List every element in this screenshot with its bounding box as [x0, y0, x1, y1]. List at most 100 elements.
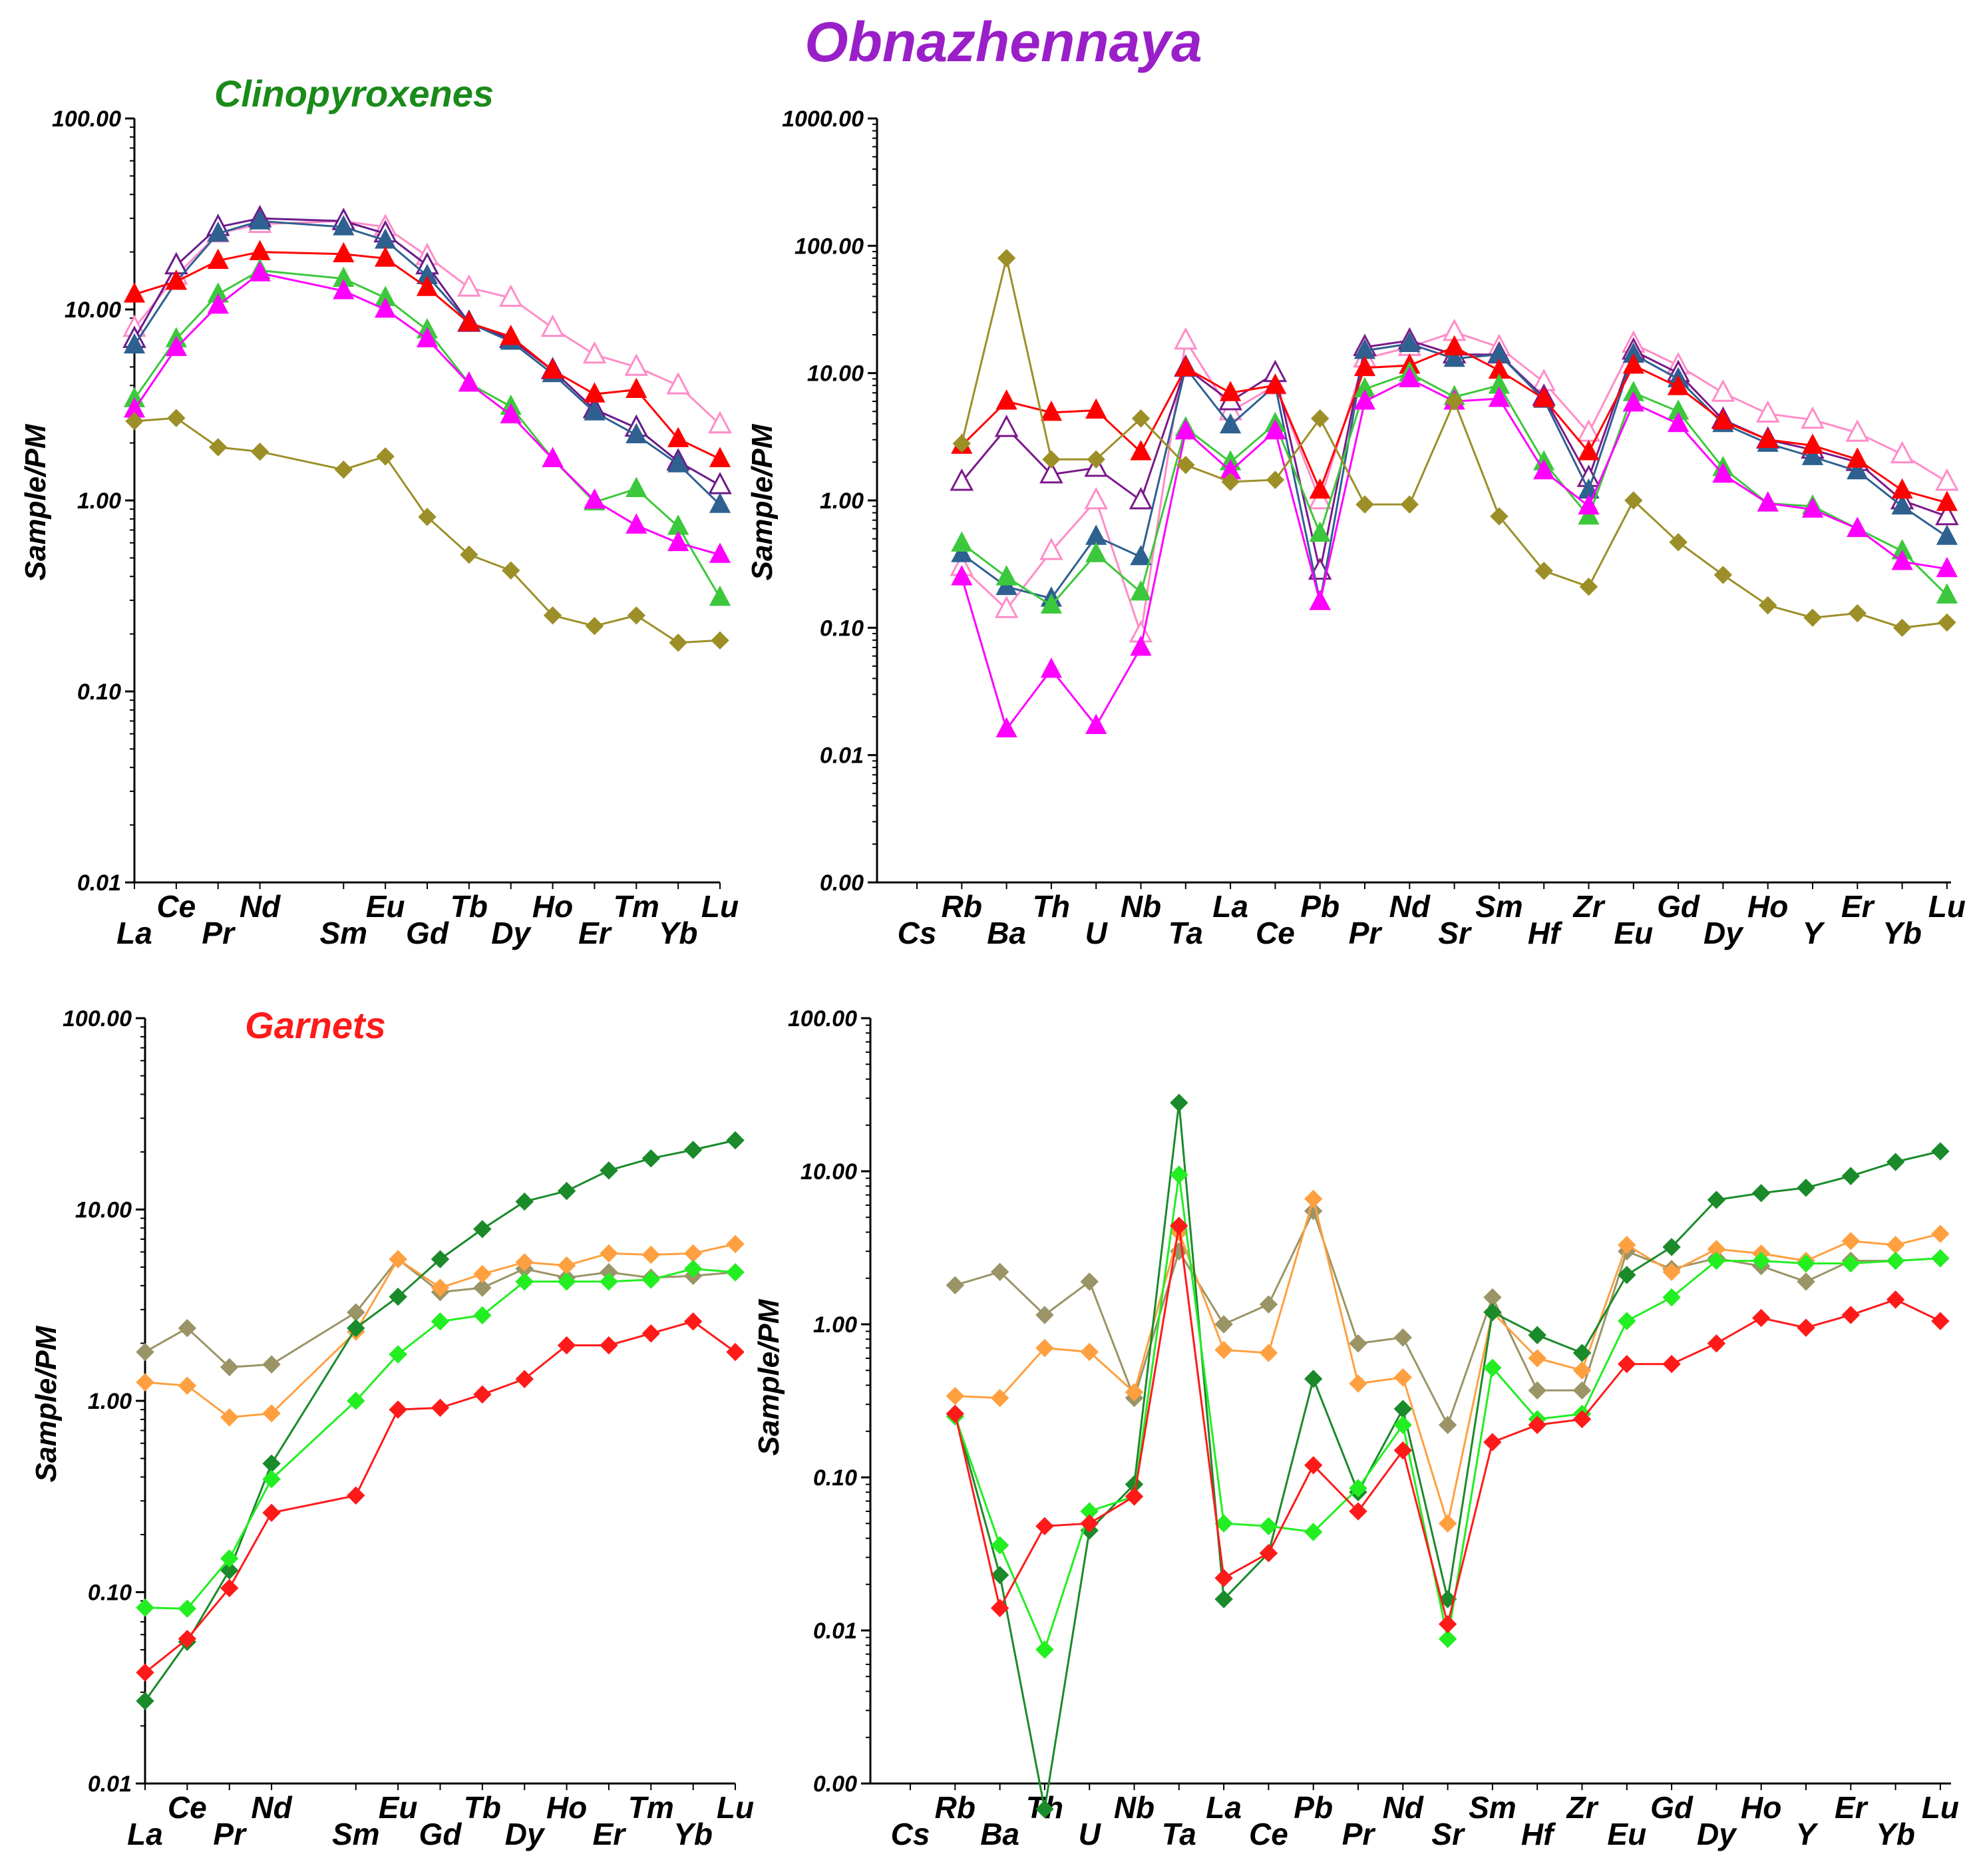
data-point	[1891, 494, 1913, 515]
x-tick-label: Lu	[1922, 1790, 1959, 1825]
y-tick-label: 0.00	[813, 1772, 857, 1797]
data-point	[1572, 1409, 1592, 1429]
data-point	[1624, 491, 1643, 510]
data-point	[1936, 524, 1958, 545]
x-tick-label: Pr	[1342, 1817, 1376, 1851]
data-point	[1751, 1308, 1771, 1328]
data-point	[136, 1598, 154, 1617]
data-point	[1931, 1249, 1950, 1268]
x-tick-label: Nb	[1114, 1790, 1155, 1825]
data-point	[1443, 335, 1465, 356]
data-point	[1349, 1479, 1367, 1497]
y-tick-label: 0.10	[820, 616, 864, 641]
main-title: Obnazhennaya	[805, 11, 1202, 73]
data-point	[1803, 608, 1822, 627]
y-tick-label: 0.10	[813, 1465, 857, 1491]
data-point	[347, 1392, 365, 1410]
data-point	[542, 358, 564, 379]
y-tick-label: 0.01	[88, 1772, 132, 1797]
series-line	[955, 1195, 1941, 1528]
data-point	[416, 327, 439, 347]
data-point	[1938, 613, 1956, 632]
x-tick-label: Sm	[1469, 1790, 1517, 1825]
data-point	[389, 1400, 407, 1419]
data-point	[1349, 1334, 1367, 1353]
cpx-ree-ylabel: Sample/PM	[19, 423, 52, 580]
y-tick-label: 0.10	[77, 679, 121, 705]
data-point	[1080, 1272, 1099, 1291]
data-point	[416, 276, 439, 296]
data-point	[1087, 450, 1105, 469]
data-point	[136, 1692, 154, 1710]
data-point	[333, 242, 355, 263]
data-point	[1438, 1630, 1457, 1648]
data-point	[1353, 355, 1376, 377]
data-point	[1886, 1251, 1905, 1270]
data-point	[1483, 1303, 1502, 1322]
data-point	[1483, 1433, 1502, 1451]
x-tick-label: La	[127, 1817, 163, 1851]
x-tick-label: Gd	[1650, 1790, 1694, 1825]
x-tick-label: Ta	[1162, 1817, 1196, 1851]
data-point	[1266, 470, 1285, 489]
data-point	[951, 565, 973, 586]
x-tick-label: Er	[1841, 889, 1875, 924]
data-point	[262, 1454, 281, 1473]
data-point	[1259, 1295, 1278, 1314]
x-tick-label: Ho	[546, 1790, 587, 1825]
data-point	[683, 1259, 703, 1278]
data-point	[1129, 486, 1153, 510]
data-point	[1353, 389, 1376, 410]
data-point	[950, 468, 974, 491]
data-point	[669, 634, 687, 652]
series-grt-red	[946, 1217, 1950, 1634]
y-tick-label: 100.00	[795, 234, 864, 259]
series-line	[961, 345, 1948, 504]
data-point	[1035, 1338, 1054, 1358]
data-point	[1042, 450, 1061, 469]
x-tick-label: Zr	[1566, 1790, 1599, 1825]
data-point	[165, 269, 187, 290]
x-tick-label: Cs	[891, 1817, 930, 1851]
data-point	[1304, 1189, 1323, 1209]
data-point	[431, 1398, 450, 1417]
series-line	[133, 272, 721, 556]
x-tick-label: Nb	[1121, 889, 1161, 924]
x-tick-label: Eu	[1607, 1817, 1646, 1851]
x-tick-label: Tm	[614, 889, 659, 924]
data-point	[1847, 459, 1869, 480]
data-point	[1528, 1381, 1546, 1400]
data-point	[389, 1345, 407, 1364]
data-point	[498, 284, 523, 307]
x-tick-label: Eu	[1614, 916, 1653, 950]
data-point	[709, 542, 731, 563]
data-point	[626, 377, 647, 399]
data-point	[1084, 486, 1108, 510]
data-point	[1393, 1328, 1413, 1347]
data-point	[1490, 507, 1509, 526]
data-point	[1847, 447, 1869, 468]
x-tick-label: Yb	[1876, 1817, 1915, 1851]
cpx-spider-panel: Sample/PM 0.00 0.01 0.10 1.00 10.00 100.00 100…	[746, 106, 1966, 950]
data-point	[1797, 1318, 1815, 1337]
data-point	[502, 561, 520, 580]
x-tick-label: Sm	[1475, 889, 1523, 924]
grt-ree-ylabel: Sample/PM	[30, 1325, 63, 1482]
data-point	[952, 434, 972, 453]
data-point	[1393, 1400, 1413, 1418]
data-point	[1533, 386, 1555, 407]
data-point	[1931, 1224, 1950, 1243]
data-point	[515, 1370, 534, 1388]
y-tick-label: 10.00	[801, 1159, 857, 1185]
data-point	[600, 1272, 618, 1291]
x-tick-label: Ho	[532, 889, 573, 924]
data-point	[375, 297, 397, 318]
x-tick-label: Pr	[213, 1817, 247, 1851]
data-point	[1488, 386, 1511, 407]
data-point	[178, 1599, 197, 1618]
data-point	[500, 403, 522, 424]
data-point	[1797, 1179, 1815, 1197]
data-point	[726, 1263, 745, 1282]
data-point	[994, 415, 1019, 437]
